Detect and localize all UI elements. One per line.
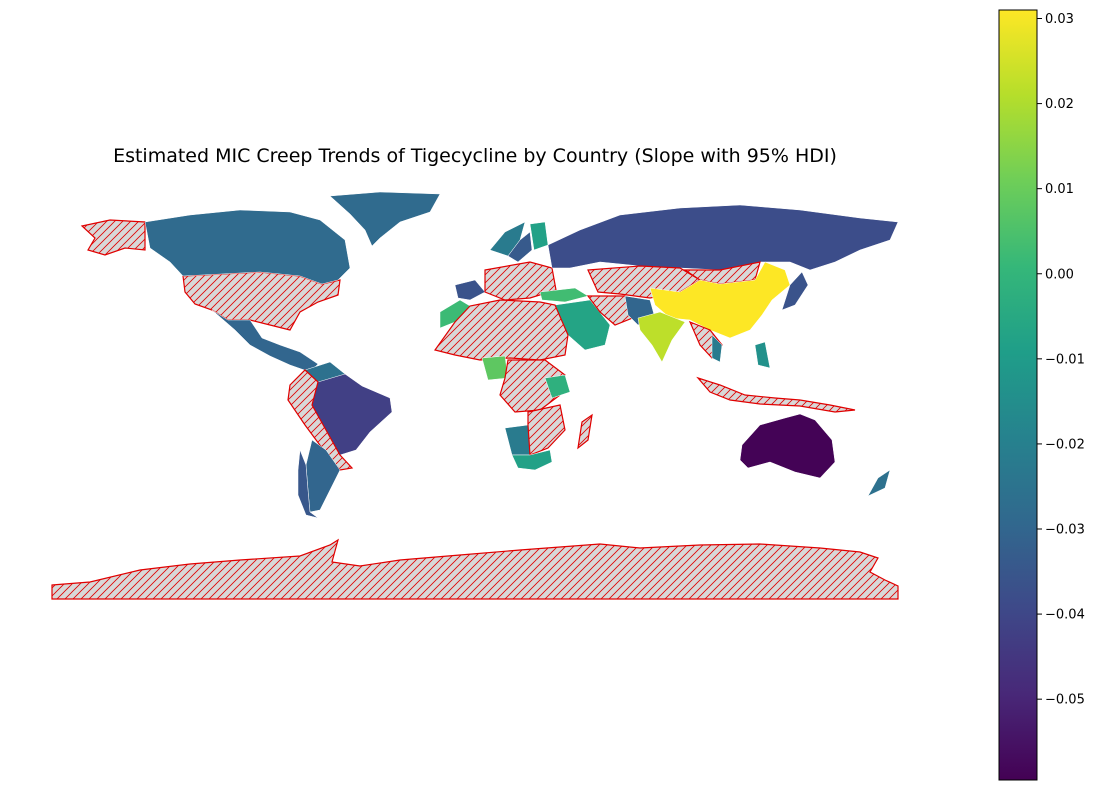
colorbar: 0.03 0.02 0.01 0.00 −0.01 −0.02 −0.03 −0.04 −0.0… bbox=[998, 9, 1085, 781]
country-philippines bbox=[754, 341, 771, 369]
country-north-africa bbox=[433, 299, 569, 361]
country-russia bbox=[547, 204, 899, 271]
colorbar-tick-label: 0.01 bbox=[1045, 182, 1074, 197]
country-madagascar bbox=[577, 413, 593, 450]
country-nigeria bbox=[481, 355, 509, 381]
country-japan bbox=[781, 271, 809, 311]
country-china bbox=[649, 261, 791, 339]
colorbar-tick-label: 0.00 bbox=[1045, 267, 1074, 282]
country-turkey bbox=[539, 287, 589, 303]
country-finland bbox=[529, 221, 549, 251]
country-india bbox=[637, 311, 686, 363]
colorbar-tick-label: −0.02 bbox=[1045, 437, 1085, 452]
country-angola bbox=[504, 424, 531, 456]
country-new-zealand bbox=[867, 469, 891, 497]
country-greenland bbox=[329, 191, 441, 247]
country-peru bbox=[287, 369, 354, 471]
country-alaska bbox=[80, 219, 146, 256]
country-australia bbox=[739, 413, 836, 479]
colorbar-tick-label: −0.01 bbox=[1045, 352, 1085, 367]
map-title: Estimated MIC Creep Trends of Tigecyclin… bbox=[113, 145, 837, 167]
colorbar-gradient bbox=[998, 9, 1038, 781]
colorbar-tick-label: −0.03 bbox=[1045, 523, 1085, 538]
world-map bbox=[51, 191, 899, 600]
country-mexico bbox=[211, 309, 319, 373]
country-chile bbox=[297, 449, 319, 519]
country-east-africa bbox=[527, 404, 566, 456]
country-antarctica bbox=[51, 538, 899, 600]
colorbar-ticks: 0.03 0.02 0.01 0.00 −0.01 −0.02 −0.03 −0.04 −0.0… bbox=[1037, 12, 1085, 708]
country-canada bbox=[144, 209, 351, 285]
country-norway bbox=[489, 221, 526, 257]
country-south-africa bbox=[511, 449, 553, 471]
colorbar-tick-label: −0.04 bbox=[1045, 608, 1085, 623]
country-kenya bbox=[544, 374, 571, 399]
country-indonesia bbox=[696, 376, 856, 413]
country-vietnam bbox=[711, 334, 723, 363]
country-sweden bbox=[507, 231, 533, 263]
colorbar-tick-label: 0.02 bbox=[1045, 97, 1074, 112]
colorbar-tick-label: 0.03 bbox=[1045, 12, 1074, 27]
colorbar-tick-label: −0.05 bbox=[1045, 693, 1085, 708]
country-france bbox=[454, 279, 486, 301]
